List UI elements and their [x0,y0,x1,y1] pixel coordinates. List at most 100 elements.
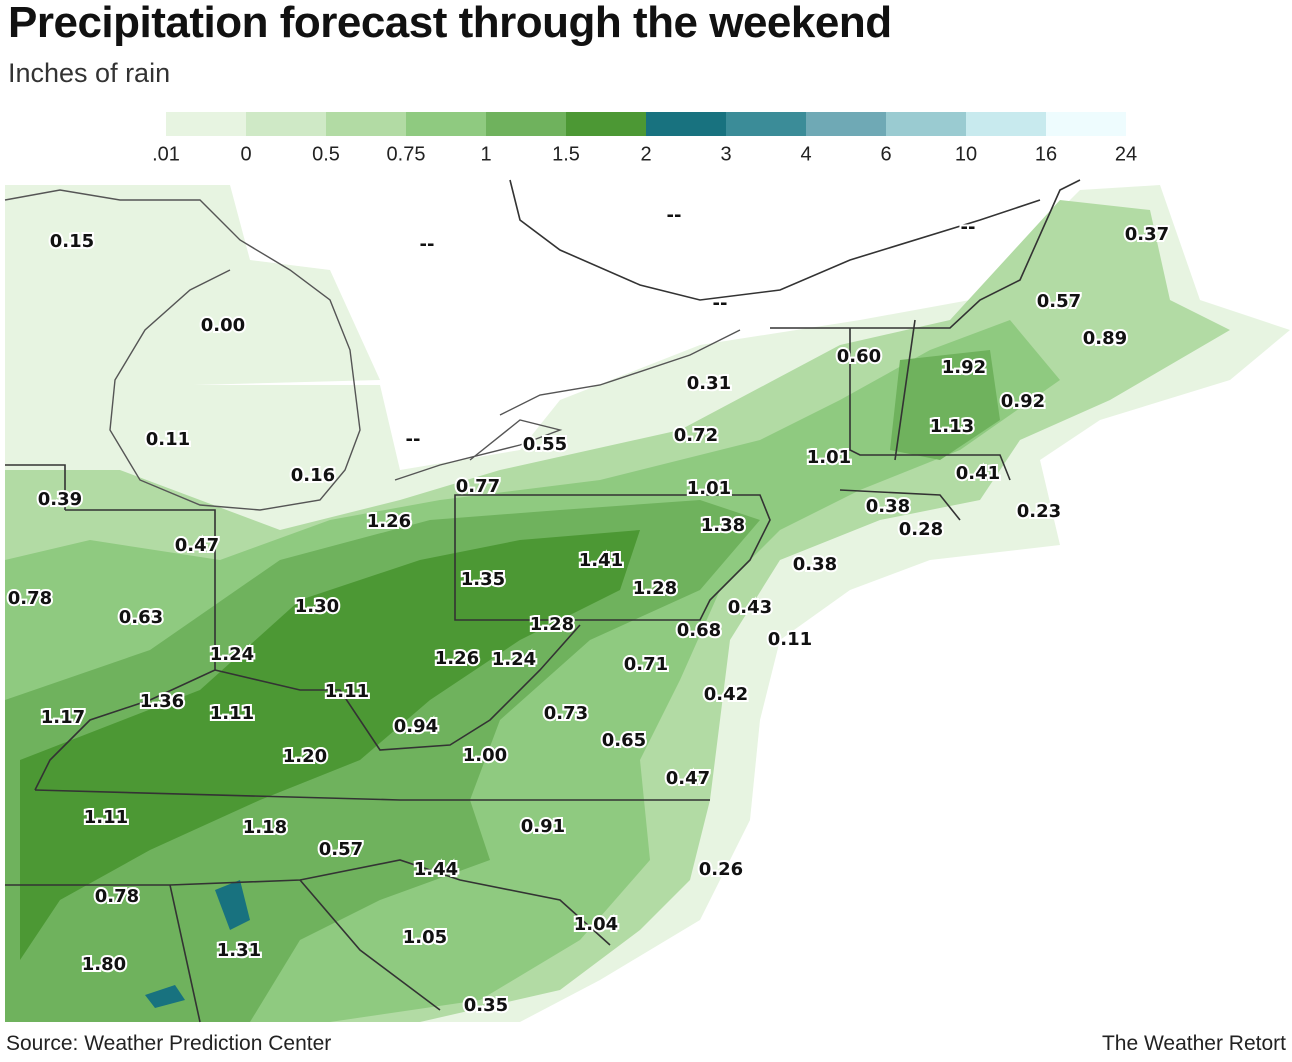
rain-total: 0.68 [677,620,721,641]
rain-total: 1.38 [701,515,745,536]
subtitle: Inches of rain [8,58,171,88]
rain-total: 0.77 [456,476,500,497]
rain-total: 1.04 [574,914,618,935]
legend-label: .01 [152,143,180,165]
rain-total: -- [961,217,976,238]
rain-total: 1.00 [463,745,507,766]
rain-total: 1.80 [82,954,126,975]
rain-total: 0.89 [1083,328,1127,349]
rain-total: 1.26 [367,511,411,532]
legend-label: 10 [955,143,977,165]
rain-total: 1.17 [41,707,85,728]
rain-total: 0.47 [666,768,710,789]
rain-total: 1.01 [687,478,731,499]
rain-total: 1.28 [530,614,574,635]
legend-label: 3 [720,143,731,165]
legend-swatch [886,112,966,136]
legend-swatch [566,112,646,136]
rain-total: 1.05 [403,927,447,948]
legend-swatch [806,112,886,136]
rain-total: 1.41 [579,550,623,571]
rain-total: 0.15 [50,231,94,252]
rain-total: 1.28 [633,578,677,599]
rain-total: 0.72 [674,425,718,446]
map-labels: 0.15 --------0.370.000.570.890.601.920.31… [6,203,1171,1018]
rain-total: 1.24 [492,649,536,670]
rain-total: 0.57 [319,839,363,860]
rain-total: 0.16 [291,465,335,486]
rain-total: 0.78 [95,886,139,907]
rain-total: 0.23 [1017,501,1061,522]
rain-total: 0.91 [521,816,565,837]
rain-total: 1.92 [942,357,986,378]
legend-label: 1 [480,143,491,165]
rain-total: -- [667,205,682,226]
legend-swatch [646,112,726,136]
rain-total: 0.00 [201,315,245,336]
rain-total: 1.13 [930,416,974,437]
borders [4,179,1081,1023]
rain-total: 0.11 [768,629,812,650]
rain-total: 0.26 [699,859,743,880]
rain-total: -- [713,293,728,314]
legend-swatch [1046,112,1126,136]
rain-total: 1.20 [283,746,327,767]
rain-total: 1.35 [461,569,505,590]
rain-total: 1.36 [140,691,184,712]
rain-total: 1.44 [414,859,458,880]
rain-total: 0.39 [38,489,82,510]
rain-total: 0.57 [1037,291,1081,312]
rain-total: -- [406,429,421,450]
credit: The Weather Retort [1101,1032,1286,1055]
rain-total: 0.73 [544,703,588,724]
rain-total: 0.43 [728,597,772,618]
rain-total: 0.35 [464,995,508,1016]
rain-total: 1.11 [325,681,369,702]
title: Precipitation forecast through the weeke… [8,0,892,47]
legend-label: 24 [1115,143,1137,165]
legend-label: 0.75 [387,143,426,165]
rain-total: 0.78 [8,588,52,609]
legend: .01 0 0.5 0.75 1 1.5 2 3 4 6 10 16 24 [152,112,1137,165]
legend-swatch [326,112,406,136]
legend-label: 0 [240,143,251,165]
rain-total: -- [420,234,435,255]
legend-swatch [966,112,1046,136]
legend-label: 0.5 [312,143,340,165]
rain-total: 0.42 [704,684,748,705]
rain-total: 1.11 [84,807,128,828]
rain-total: 1.24 [210,644,254,665]
rain-total: 0.65 [602,730,646,751]
rain-total: 1.26 [435,648,479,669]
rain-total: 0.55 [523,434,567,455]
rain-total: 0.41 [956,463,1000,484]
rain-total: 1.01 [807,447,851,468]
rain-total: 0.38 [793,554,837,575]
rain-total: 0.92 [1001,391,1045,412]
legend-label: 2 [640,143,651,165]
legend-label: 4 [800,143,811,165]
rain-total: 1.11 [210,703,254,724]
rain-total: 0.11 [146,429,190,450]
legend-label: 1.5 [552,143,580,165]
source: Source: Weather Prediction Center [6,1032,332,1055]
legend-swatch [406,112,486,136]
rain-total: 1.30 [295,596,339,617]
rain-total: 1.18 [243,817,287,838]
rain-fields [5,185,1290,1022]
legend-swatch [166,112,246,136]
legend-swatch [486,112,566,136]
rain-total: 0.37 [1125,224,1169,245]
rain-total: 0.94 [394,716,438,737]
legend-swatch [726,112,806,136]
rain-total: 0.31 [687,373,731,394]
legend-label: 16 [1035,143,1057,165]
rain-total: 0.47 [175,535,219,556]
rain-total: 1.31 [217,940,261,961]
legend-swatch [246,112,326,136]
rain-total: 0.63 [119,607,163,628]
rain-total: 0.28 [899,519,943,540]
legend-label: 6 [880,143,891,165]
